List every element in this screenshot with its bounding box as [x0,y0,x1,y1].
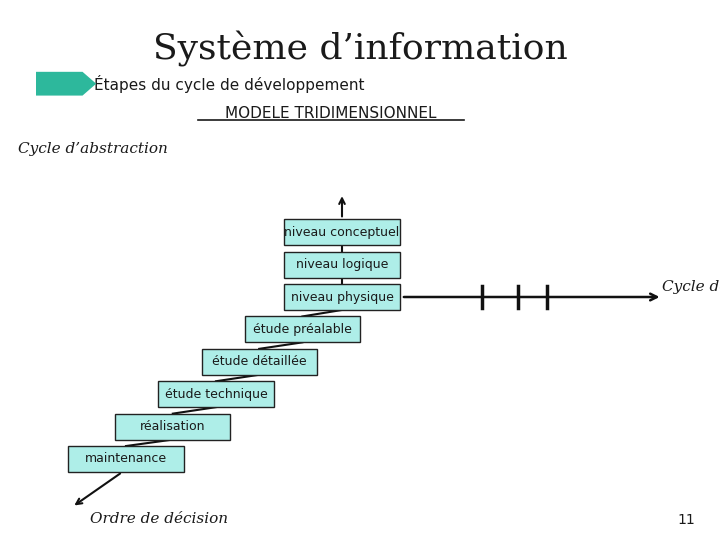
Polygon shape [36,72,96,96]
Text: niveau physique: niveau physique [291,291,393,303]
Text: maintenance: maintenance [85,453,167,465]
Text: Étapes du cycle de développement: Étapes du cycle de développement [94,75,364,93]
FancyBboxPatch shape [284,219,400,245]
Text: MODELE TRIDIMENSIONNEL: MODELE TRIDIMENSIONNEL [225,106,437,121]
Text: niveau conceptuel: niveau conceptuel [284,226,400,239]
FancyBboxPatch shape [284,252,400,278]
FancyBboxPatch shape [202,349,317,375]
FancyBboxPatch shape [158,381,274,407]
Text: 11: 11 [677,512,695,526]
Text: étude préalable: étude préalable [253,323,352,336]
Text: Ordre de décision: Ordre de décision [90,512,228,526]
FancyBboxPatch shape [245,316,360,342]
Text: Cycle de vie: Cycle de vie [662,280,720,294]
Text: Cycle d’abstraction: Cycle d’abstraction [18,141,168,156]
FancyBboxPatch shape [68,446,184,472]
FancyBboxPatch shape [115,414,230,440]
Text: réalisation: réalisation [140,420,205,433]
Text: Système d’information: Système d’information [153,31,567,66]
Text: étude détaillée: étude détaillée [212,355,307,368]
Text: niveau logique: niveau logique [296,258,388,271]
FancyBboxPatch shape [284,284,400,310]
Text: étude technique: étude technique [165,388,267,401]
